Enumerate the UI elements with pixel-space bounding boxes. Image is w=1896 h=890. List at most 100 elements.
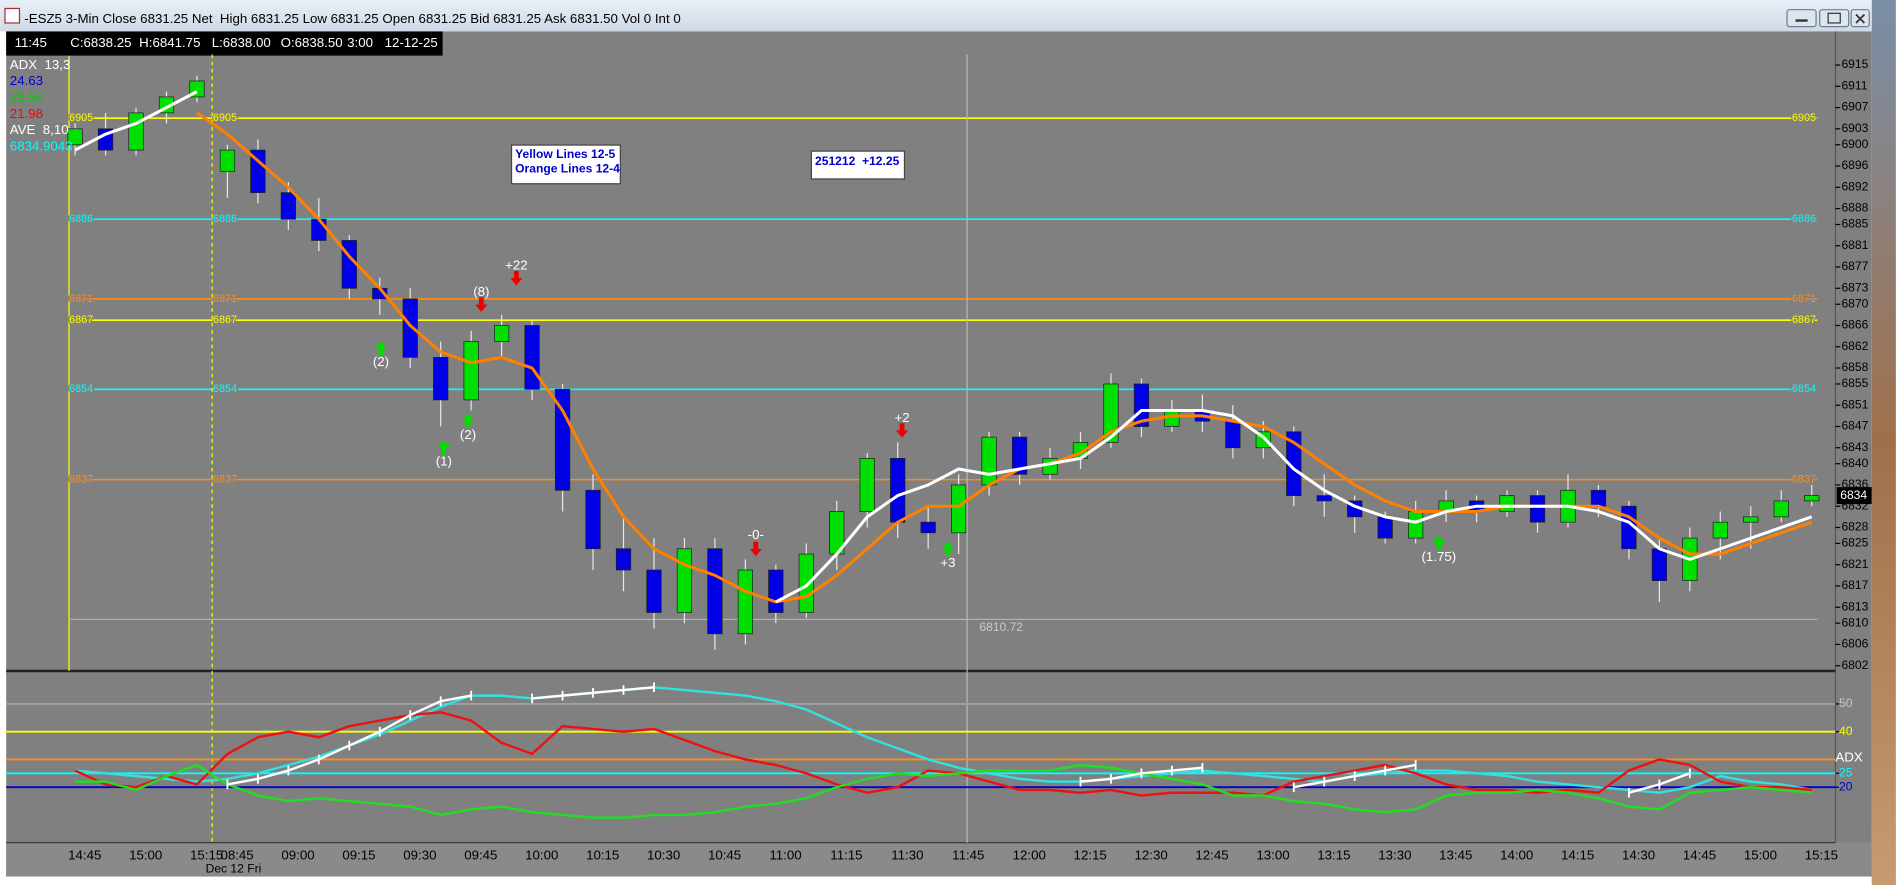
close-icon bbox=[1855, 13, 1866, 24]
signal-arrow bbox=[437, 440, 450, 455]
x-tick-label: 12:30 bbox=[1134, 847, 1167, 862]
x-tick-label: 14:45 bbox=[68, 847, 101, 862]
y-tick-label: 6881 bbox=[1841, 238, 1868, 252]
adx-label: ADX bbox=[1835, 750, 1862, 765]
info-text: 3:00 bbox=[347, 35, 373, 50]
candle-body bbox=[1743, 516, 1759, 523]
signal-label: +2 bbox=[894, 410, 909, 425]
candle-body bbox=[1804, 495, 1820, 502]
candle-body bbox=[768, 569, 784, 613]
x-tick-label: 09:00 bbox=[281, 847, 314, 862]
adx-y-tick-label: 40 bbox=[1839, 724, 1853, 738]
low-line-label: 6810.72 bbox=[979, 620, 1023, 634]
y-tick-label: 6828 bbox=[1841, 520, 1868, 534]
x-tick-label: 11:00 bbox=[769, 847, 801, 862]
candle-body bbox=[707, 548, 723, 635]
level-label: 6886 bbox=[213, 213, 237, 225]
desktop-strip bbox=[1871, 0, 1896, 885]
adx-line bbox=[1628, 772, 1691, 794]
x-tick-label: 13:00 bbox=[1256, 847, 1289, 862]
candle-body bbox=[67, 128, 83, 146]
maximize-icon bbox=[1827, 12, 1841, 24]
candle-body bbox=[859, 458, 875, 512]
adx-line bbox=[227, 694, 472, 786]
indicator-legend: ADX 13,3 bbox=[10, 57, 71, 72]
info-bar-texts: 11:45 C:6838.25 H:6841.75 L:6838.00 O:6838.5… bbox=[15, 35, 438, 50]
maximize-button[interactable] bbox=[1819, 9, 1850, 28]
window-title: -ESZ5 3-Min Close 6831.25 Net High 6831.… bbox=[24, 11, 680, 26]
y-tick-label: 6903 bbox=[1841, 121, 1868, 135]
y-tick-label: 6813 bbox=[1841, 599, 1868, 613]
level-label: 6886 bbox=[69, 213, 93, 225]
adx-line bbox=[531, 686, 655, 700]
y-tick-label: 6855 bbox=[1841, 376, 1868, 390]
candle-body bbox=[1712, 521, 1728, 539]
candle-body bbox=[1286, 431, 1302, 496]
date-label: Dec 12 Fri bbox=[206, 861, 262, 875]
y-tick-label: 6858 bbox=[1841, 360, 1868, 374]
info-bar bbox=[6, 31, 443, 56]
badge-box bbox=[810, 150, 906, 180]
signal-label: (8) bbox=[473, 284, 489, 299]
y-tick-label: 6862 bbox=[1841, 339, 1868, 353]
candle-body bbox=[1225, 420, 1241, 449]
x-tick-label: 14:00 bbox=[1500, 847, 1533, 862]
signal-label: -0- bbox=[748, 527, 764, 542]
candle-body bbox=[433, 357, 449, 401]
candle-body bbox=[1316, 495, 1332, 502]
x-tick-label: 15:00 bbox=[1744, 847, 1777, 862]
y-tick-label: 6802 bbox=[1841, 658, 1868, 672]
notes-box bbox=[510, 144, 621, 185]
x-tick-label: 14:30 bbox=[1622, 847, 1655, 862]
candle-body bbox=[1164, 410, 1180, 427]
level-label: 6905 bbox=[69, 112, 93, 124]
x-tick-label: 08:45 bbox=[220, 847, 253, 862]
level-label: 6871 bbox=[213, 293, 237, 305]
level-label: 6886 bbox=[1792, 213, 1816, 225]
y-tick-label: 6866 bbox=[1841, 318, 1868, 332]
candle-body bbox=[1408, 511, 1424, 539]
signal-label: (2) bbox=[373, 354, 389, 369]
minimize-button[interactable] bbox=[1786, 9, 1817, 28]
level-label: 6905 bbox=[213, 112, 237, 124]
x-tick-label: 10:15 bbox=[586, 847, 619, 862]
adx-y-tick-label: 20 bbox=[1839, 779, 1853, 793]
x-tick-label: 11:15 bbox=[830, 847, 862, 862]
moving-average-line bbox=[775, 409, 1813, 604]
y-tick-label: 6911 bbox=[1841, 78, 1867, 92]
candle-body bbox=[250, 149, 266, 193]
candle-body bbox=[890, 458, 906, 523]
x-tick-label: 09:30 bbox=[403, 847, 436, 862]
y-tick-label: 6877 bbox=[1841, 259, 1868, 273]
indicator-legend: 24.63 bbox=[10, 73, 43, 88]
level-label: 6867 bbox=[1792, 314, 1816, 326]
candle-body bbox=[341, 240, 357, 289]
last-price-box bbox=[1836, 487, 1872, 505]
candle-body bbox=[280, 192, 296, 220]
x-tick-label: 10:30 bbox=[647, 847, 680, 862]
adx-y-tick-label: 50 bbox=[1839, 696, 1853, 710]
candle-body bbox=[798, 553, 814, 613]
level-label: 6854 bbox=[213, 383, 237, 395]
info-text: H:6841.75 bbox=[139, 35, 200, 50]
signal-label: (1) bbox=[436, 453, 452, 468]
indicator-legend: 21.98 bbox=[10, 106, 43, 121]
level-label: 6837 bbox=[69, 474, 93, 486]
level-label: 6854 bbox=[69, 383, 93, 395]
chart-background bbox=[6, 31, 1872, 877]
y-tick-label: 6907 bbox=[1841, 100, 1868, 114]
adx-line bbox=[1293, 763, 1416, 789]
candle-body bbox=[920, 521, 936, 534]
level-label: 6867 bbox=[69, 314, 93, 326]
x-tick-label: 14:15 bbox=[1561, 847, 1594, 862]
candle-body bbox=[585, 489, 601, 550]
y-tick-label: 6873 bbox=[1841, 280, 1868, 294]
x-tick-label: 15:15 bbox=[1805, 847, 1838, 862]
adx-y-tick-label: 25 bbox=[1839, 766, 1853, 780]
info-text: 12-12-25 bbox=[385, 35, 438, 50]
candle-body bbox=[676, 548, 693, 613]
title-bar bbox=[0, 0, 1872, 32]
y-tick-label: 6892 bbox=[1841, 179, 1868, 193]
y-tick-label: 6851 bbox=[1841, 397, 1868, 411]
candle-body bbox=[646, 569, 662, 613]
